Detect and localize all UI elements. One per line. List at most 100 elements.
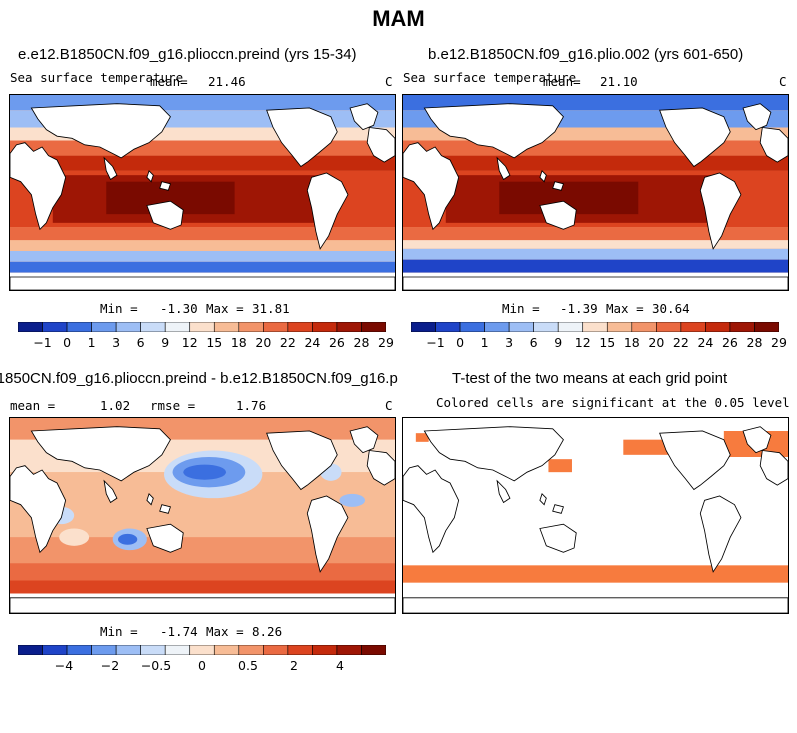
colorbar-tick-label: 29 xyxy=(771,335,787,350)
colorbar-swatch xyxy=(459,322,485,332)
panel2-min-value: -1.39 xyxy=(560,301,598,316)
colorbar-tick-label: 20 xyxy=(648,335,665,350)
panel3-map xyxy=(9,417,396,614)
colorbar-swatch xyxy=(705,322,731,332)
colorbar-tick-label: 18 xyxy=(230,335,247,350)
colorbar-swatch xyxy=(606,322,633,332)
panel1-min-label: Min = xyxy=(100,301,138,316)
colorbar-tick-label: 26 xyxy=(328,335,345,350)
panel3-title: e.e12.B1850CN.f09_g16.plioccn.preind - b… xyxy=(0,370,398,387)
colorbar-swatch xyxy=(115,645,141,655)
colorbar-tick-label: −2 xyxy=(100,658,120,673)
panel3-mean-value: 1.02 xyxy=(100,398,131,413)
panel3-rmse-value: 1.76 xyxy=(236,398,267,413)
panel2-variable: Sea surface temperature xyxy=(403,70,577,85)
colorbar-tick-label: 6 xyxy=(529,335,538,350)
colorbar-tick-label: 18 xyxy=(623,335,640,350)
panel3-units: C xyxy=(385,398,393,413)
colorbar-tick-label: −1 xyxy=(33,335,52,350)
colorbar-tick-label: 26 xyxy=(721,335,738,350)
colorbar-swatch xyxy=(91,322,117,332)
colorbar-swatch xyxy=(312,322,338,332)
panel1-variable: Sea surface temperature xyxy=(10,70,184,85)
colorbar-swatch xyxy=(140,645,166,655)
colorbar-tick-label: 28 xyxy=(746,335,763,350)
colorbar-swatch xyxy=(164,645,191,655)
colorbar-swatch xyxy=(189,645,215,655)
colorbar-swatch xyxy=(582,322,608,332)
colorbar-tick-label: 1 xyxy=(87,335,96,350)
colorbar-tick-label: 15 xyxy=(206,335,223,350)
colorbar-tick-label: 15 xyxy=(599,335,616,350)
colorbar-swatch xyxy=(312,645,338,655)
panel3-rmse-label: rmse = xyxy=(150,398,196,413)
colorbar-tick-label: 22 xyxy=(672,335,689,350)
colorbar-tick-label: −0.5 xyxy=(140,658,172,673)
panel3-min-label: Min = xyxy=(100,624,138,639)
colorbar-swatch xyxy=(656,322,682,332)
panel3-mean-label: mean = xyxy=(10,398,56,413)
colorbar-tick-label: 12 xyxy=(574,335,591,350)
panel2-title: b.e12.B1850CN.f09_g16.plio.002 (yrs 601-… xyxy=(428,46,744,63)
colorbar-tick-label: 29 xyxy=(378,335,394,350)
colorbar-swatch xyxy=(18,322,43,332)
colorbar-swatch xyxy=(213,322,240,332)
panel1-colorbar-labels: −1 0 1 3 6 9 12 15 18 20 22 24 26 28 29 xyxy=(18,335,394,351)
panel1-units: C xyxy=(385,74,393,89)
colorbar-tick-label: 28 xyxy=(353,335,370,350)
panel2-colorbar xyxy=(411,322,779,332)
panel2-max-label: Max = xyxy=(606,301,644,316)
panel4-subtitle: Colored cells are significant at the 0.0… xyxy=(436,395,790,410)
colorbar-tick-label: 20 xyxy=(255,335,272,350)
colorbar-swatch xyxy=(66,322,92,332)
colorbar-swatch xyxy=(435,322,461,332)
colorbar-swatch xyxy=(140,322,166,332)
panel1-mean-label: mean= xyxy=(150,74,188,89)
panel1-map xyxy=(9,94,396,291)
colorbar-tick-label: 24 xyxy=(304,335,321,350)
colorbar-tick-label: 6 xyxy=(136,335,145,350)
panel3-colorbar-labels: −4 −2 −0.5 0 0.5 2 4 xyxy=(18,658,386,674)
colorbar-swatch xyxy=(164,322,191,332)
colorbar-swatch xyxy=(91,645,117,655)
colorbar-swatch xyxy=(361,645,386,655)
colorbar-swatch xyxy=(42,322,68,332)
panel1-title: e.e12.B1850CN.f09_g16.plioccn.preind (yr… xyxy=(18,46,357,63)
colorbar-swatch xyxy=(263,322,289,332)
panel1-colorbar xyxy=(18,322,386,332)
panel2-max-value: 30.64 xyxy=(652,301,690,316)
colorbar-swatch xyxy=(263,645,289,655)
colorbar-swatch xyxy=(754,322,779,332)
colorbar-swatch xyxy=(18,645,43,655)
colorbar-swatch xyxy=(557,322,584,332)
colorbar-tick-label: 4 xyxy=(336,658,344,673)
panel3-max-label: Max = xyxy=(206,624,244,639)
colorbar-swatch xyxy=(189,322,215,332)
colorbar-swatch xyxy=(729,322,755,332)
colorbar-tick-label: 9 xyxy=(554,335,563,350)
colorbar-swatch xyxy=(42,645,68,655)
page-title: MAM xyxy=(372,6,425,31)
colorbar-tick-label: 2 xyxy=(290,658,298,673)
colorbar-swatch xyxy=(115,322,141,332)
colorbar-tick-label: −1 xyxy=(426,335,445,350)
panel2-mean-label: mean= xyxy=(543,74,581,89)
colorbar-swatch xyxy=(66,645,92,655)
colorbar-swatch xyxy=(287,322,313,332)
colorbar-swatch xyxy=(336,322,362,332)
panel1-min-value: -1.30 xyxy=(160,301,198,316)
colorbar-swatch xyxy=(411,322,436,332)
colorbar-swatch xyxy=(213,645,240,655)
colorbar-tick-label: 1 xyxy=(480,335,489,350)
colorbar-swatch xyxy=(508,322,534,332)
colorbar-tick-label: 0 xyxy=(198,658,206,673)
colorbar-swatch xyxy=(336,645,362,655)
colorbar-tick-label: 9 xyxy=(161,335,170,350)
colorbar-tick-label: 3 xyxy=(112,335,121,350)
panel2-colorbar-labels: −1 0 1 3 6 9 12 15 18 20 22 24 26 28 29 xyxy=(411,335,787,351)
colorbar-swatch xyxy=(287,645,313,655)
panel4-map xyxy=(402,417,789,614)
panel2-units: C xyxy=(779,74,787,89)
panel3-max-value: 8.26 xyxy=(252,624,283,639)
colorbar-swatch xyxy=(361,322,386,332)
